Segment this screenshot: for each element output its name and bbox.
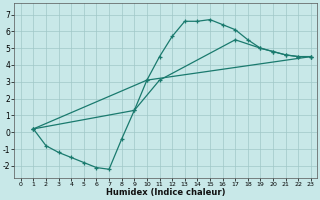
X-axis label: Humidex (Indice chaleur): Humidex (Indice chaleur) bbox=[106, 188, 226, 197]
